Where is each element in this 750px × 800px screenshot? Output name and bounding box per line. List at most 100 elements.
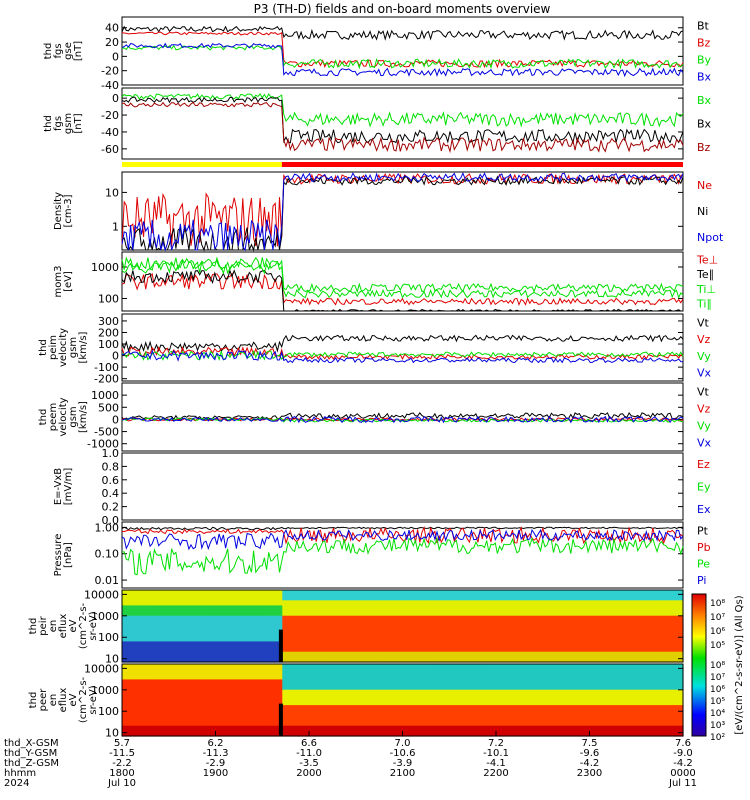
heat-cell <box>338 684 347 691</box>
heat-cell <box>546 700 556 706</box>
heat-cell <box>162 715 171 722</box>
heat-cell <box>282 656 291 663</box>
heat-cell <box>314 590 323 596</box>
heat-cell <box>394 595 404 601</box>
heat-cell <box>330 730 339 737</box>
heat-cell <box>354 710 363 716</box>
heat-cell <box>594 605 604 612</box>
heat-cell <box>659 710 668 716</box>
heat-cell <box>610 590 620 596</box>
heat-cell <box>258 710 267 716</box>
heat-cell <box>522 656 532 663</box>
heat-cell <box>330 610 339 617</box>
heat-cell <box>675 600 684 606</box>
heat-cell <box>586 656 596 663</box>
heat-cell <box>667 615 676 622</box>
x-tick-label: -4.2 <box>673 758 693 769</box>
heat-cell <box>290 679 299 686</box>
heat-cell <box>562 700 572 706</box>
heat-cell <box>562 631 572 637</box>
heat-cell <box>642 705 652 711</box>
heat-cell <box>610 600 620 606</box>
heat-cell <box>146 715 155 722</box>
panel-frame <box>121 313 684 382</box>
heat-cell <box>402 669 412 675</box>
heat-cell <box>386 626 396 632</box>
heat-cell <box>154 710 163 716</box>
heat-cell <box>442 730 452 737</box>
heat-cell <box>242 684 251 691</box>
heat-cell <box>378 600 388 606</box>
heat-cell <box>659 679 668 686</box>
legend-label: Bt <box>697 20 710 33</box>
heat-cell <box>538 626 548 632</box>
heat-cell <box>586 651 596 658</box>
heat-cell <box>578 595 588 601</box>
heat-cell <box>418 600 428 606</box>
heat-cell <box>667 651 676 658</box>
heat-cell <box>426 656 436 663</box>
heat-cell <box>178 646 187 653</box>
heat-cell <box>586 636 596 642</box>
heat-cell <box>570 700 580 706</box>
heat-cell <box>226 674 235 680</box>
heat-cell <box>450 631 460 637</box>
heat-cell <box>498 605 508 612</box>
heat-cell <box>202 674 211 680</box>
heat-cell <box>242 720 251 727</box>
heat-cell <box>370 600 379 606</box>
heat-cell <box>330 715 339 722</box>
heat-cell <box>258 646 267 653</box>
heat-cell <box>226 605 235 612</box>
heat-cell <box>554 641 564 648</box>
heat-cell <box>218 679 227 686</box>
heat-cell <box>170 689 179 696</box>
heat-cell <box>522 720 532 727</box>
heat-cell <box>250 610 259 617</box>
heat-cell <box>610 674 620 680</box>
heat-cell <box>338 689 347 696</box>
heat-cell <box>298 730 307 737</box>
legend-label: Pb <box>697 541 711 554</box>
heat-cell <box>474 590 484 596</box>
heat-cell <box>130 626 139 632</box>
heat-cell <box>146 725 155 732</box>
heat-cell <box>306 600 315 606</box>
y-tick-label: -1000 <box>87 438 119 451</box>
heat-cell <box>242 730 251 737</box>
colorbar-tick-label: 10⁶ <box>710 627 725 637</box>
heat-cell <box>282 725 291 732</box>
heat-cell <box>362 730 371 737</box>
heat-cell <box>378 679 388 686</box>
heat-cell <box>306 700 315 706</box>
heat-cell <box>634 595 644 601</box>
heat-cell <box>202 600 211 606</box>
series-line <box>121 25 684 41</box>
heat-cell <box>522 725 532 732</box>
heat-cell <box>626 710 636 716</box>
x-tick-label: -10.1 <box>483 748 509 759</box>
heat-cell <box>667 669 676 675</box>
heat-cell <box>306 636 315 642</box>
heat-cell <box>642 631 652 637</box>
heat-cell <box>546 710 556 716</box>
heat-cell <box>650 626 660 632</box>
heat-cell <box>266 694 275 701</box>
heat-cell <box>466 674 476 680</box>
heat-cell <box>194 641 203 648</box>
heat-cell <box>659 626 668 632</box>
heat-cell <box>322 646 331 653</box>
heat-cell <box>386 646 396 653</box>
heat-cell <box>626 720 636 727</box>
series-line <box>121 346 684 361</box>
heat-cell <box>418 689 428 696</box>
heat-cell <box>506 700 516 706</box>
heat-cell <box>570 656 580 663</box>
heat-cell <box>522 590 532 596</box>
heat-cell <box>338 669 347 675</box>
legend-label: Ti⊥ <box>696 283 716 296</box>
heat-cell <box>234 646 243 653</box>
heat-cell <box>522 669 532 675</box>
heat-cell <box>178 694 187 701</box>
heat-cell <box>346 615 355 622</box>
